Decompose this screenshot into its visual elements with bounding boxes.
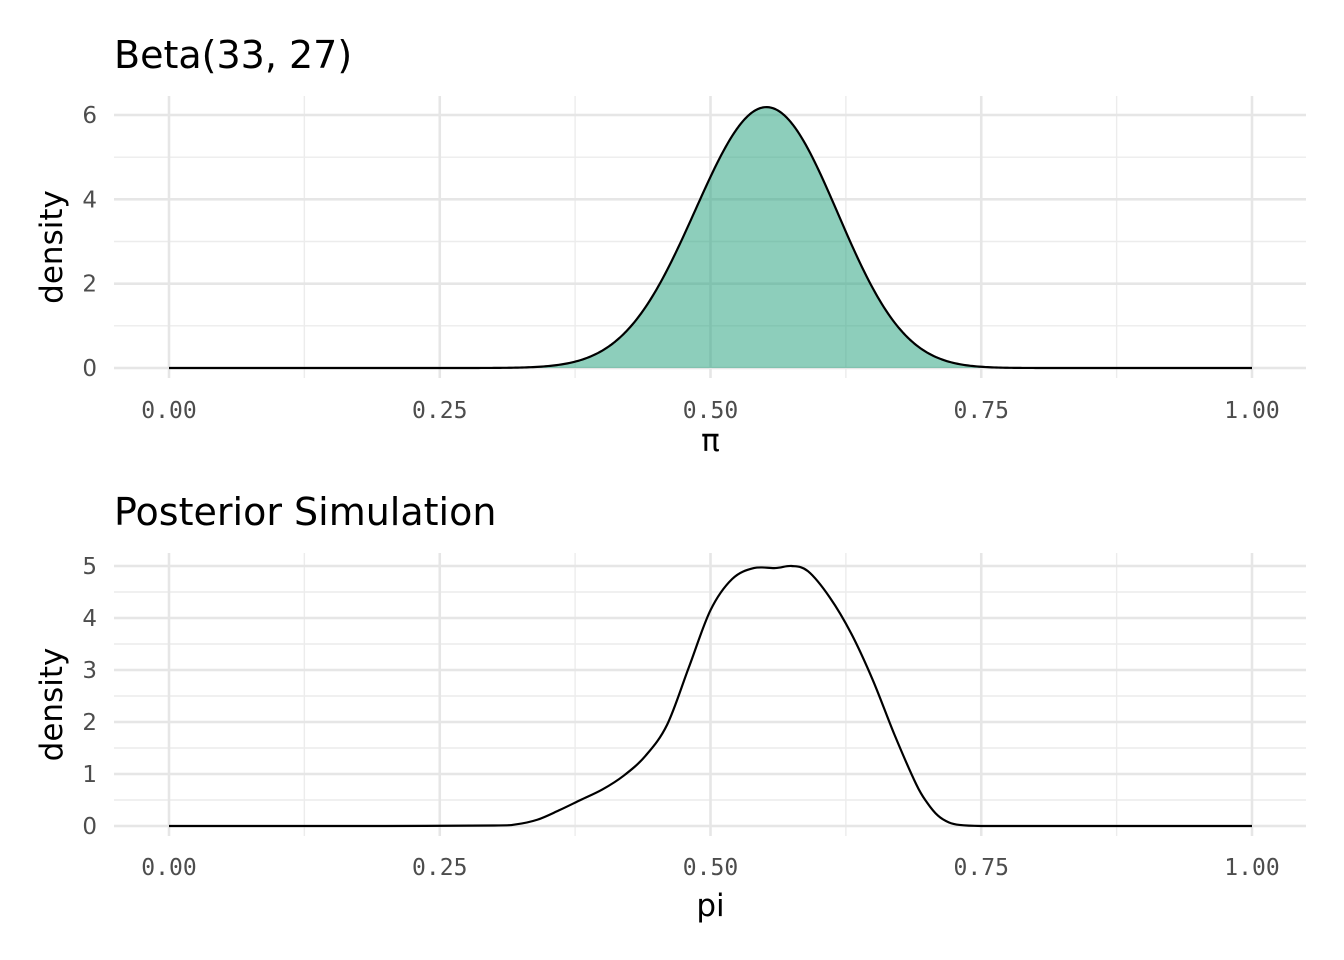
y-tick-label: 5 bbox=[82, 554, 97, 580]
density-curve bbox=[168, 564, 1252, 828]
y-tick-label: 1 bbox=[82, 762, 97, 788]
x-tick-label: 1.00 bbox=[1224, 398, 1279, 424]
density-area bbox=[169, 107, 1252, 368]
x-tick-label: 0.50 bbox=[683, 398, 738, 424]
y-tick-label: 4 bbox=[82, 606, 97, 632]
y-tick-label: 6 bbox=[82, 103, 97, 129]
chart-panel-1: 0 2 4 6 0.00 0.25 0.50 0.75 1.00 π density Beta(33,… bbox=[34, 33, 1306, 459]
x-tick-label: 0.25 bbox=[412, 855, 467, 881]
y-tick-label: 2 bbox=[82, 710, 97, 736]
chart-title: Beta(33, 27) bbox=[114, 33, 352, 77]
y-axis-title: density bbox=[34, 648, 70, 762]
y-axis-title: density bbox=[34, 190, 70, 304]
y-tick-label: 4 bbox=[82, 187, 97, 213]
x-tick-label: 0.50 bbox=[683, 855, 738, 881]
x-tick-label: 0.75 bbox=[954, 855, 1009, 881]
chart-title: Posterior Simulation bbox=[114, 490, 496, 534]
x-tick-label: 0.00 bbox=[141, 855, 196, 881]
density-curve bbox=[169, 106, 1252, 370]
x-tick-label: 0.75 bbox=[954, 398, 1009, 424]
y-tick-label: 0 bbox=[82, 814, 97, 840]
y-tick-label: 0 bbox=[82, 356, 97, 382]
x-tick-label: 0.00 bbox=[141, 398, 196, 424]
x-axis-title: pi bbox=[696, 888, 724, 924]
gridlines bbox=[114, 553, 1306, 836]
y-tick-label: 2 bbox=[82, 272, 97, 298]
chart-panel-2: 0 1 2 3 4 5 0.00 0.25 0.50 0.75 1.00 pi density Poste… bbox=[34, 490, 1306, 924]
x-tick-label: 1.00 bbox=[1224, 855, 1279, 881]
x-tick-label: 0.25 bbox=[412, 398, 467, 424]
x-axis-title: π bbox=[701, 423, 720, 459]
y-tick-label: 3 bbox=[82, 658, 97, 684]
